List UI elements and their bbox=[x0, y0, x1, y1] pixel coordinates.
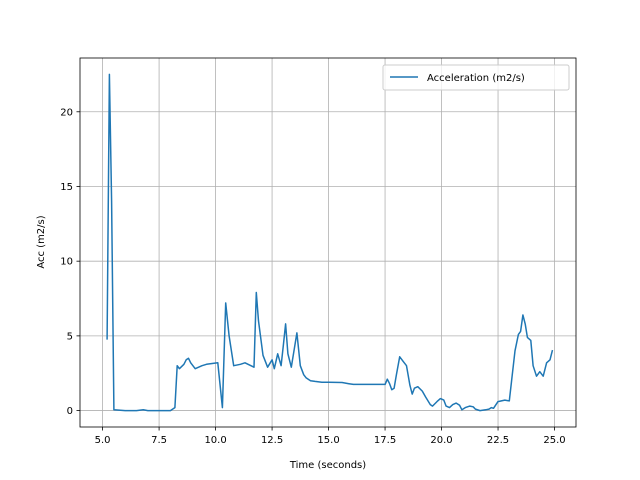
x-tick-label: 20.0 bbox=[430, 435, 452, 446]
x-tick-label: 7.5 bbox=[151, 435, 167, 446]
y-axis-label: Acc (m2/s) bbox=[36, 215, 47, 268]
y-tick-label: 5 bbox=[67, 331, 73, 342]
legend: Acceleration (m2/s) bbox=[382, 64, 570, 91]
y-tick-label: 20 bbox=[60, 107, 73, 118]
x-tick-label: 22.5 bbox=[487, 435, 509, 446]
x-tick-label: 25.0 bbox=[543, 435, 565, 446]
x-tick-label: 5.0 bbox=[95, 435, 111, 446]
y-tick-label: 15 bbox=[60, 182, 73, 193]
legend-box bbox=[382, 64, 570, 91]
series-group bbox=[106, 73, 554, 412]
x-axis: 5.0 7.5 10.0 12.5 15.0 17.5 20.0 22.5 25.0 bbox=[95, 427, 566, 446]
grid bbox=[80, 58, 576, 427]
x-tick-label: 12.5 bbox=[261, 435, 283, 446]
legend-label: Acceleration (m2/s) bbox=[427, 73, 525, 84]
y-tick-label: 10 bbox=[60, 257, 73, 268]
x-tick-label: 17.5 bbox=[374, 435, 396, 446]
x-axis-label: Time (seconds) bbox=[289, 460, 366, 471]
x-tick-label: 15.0 bbox=[317, 435, 339, 446]
plot-frame bbox=[79, 57, 577, 428]
plot-area bbox=[80, 58, 576, 427]
series-line-acceleration bbox=[106, 73, 554, 412]
x-tick-label: 10.0 bbox=[204, 435, 226, 446]
y-tick-label: 0 bbox=[67, 406, 73, 417]
y-axis: 0 5 10 15 20 bbox=[60, 107, 80, 417]
